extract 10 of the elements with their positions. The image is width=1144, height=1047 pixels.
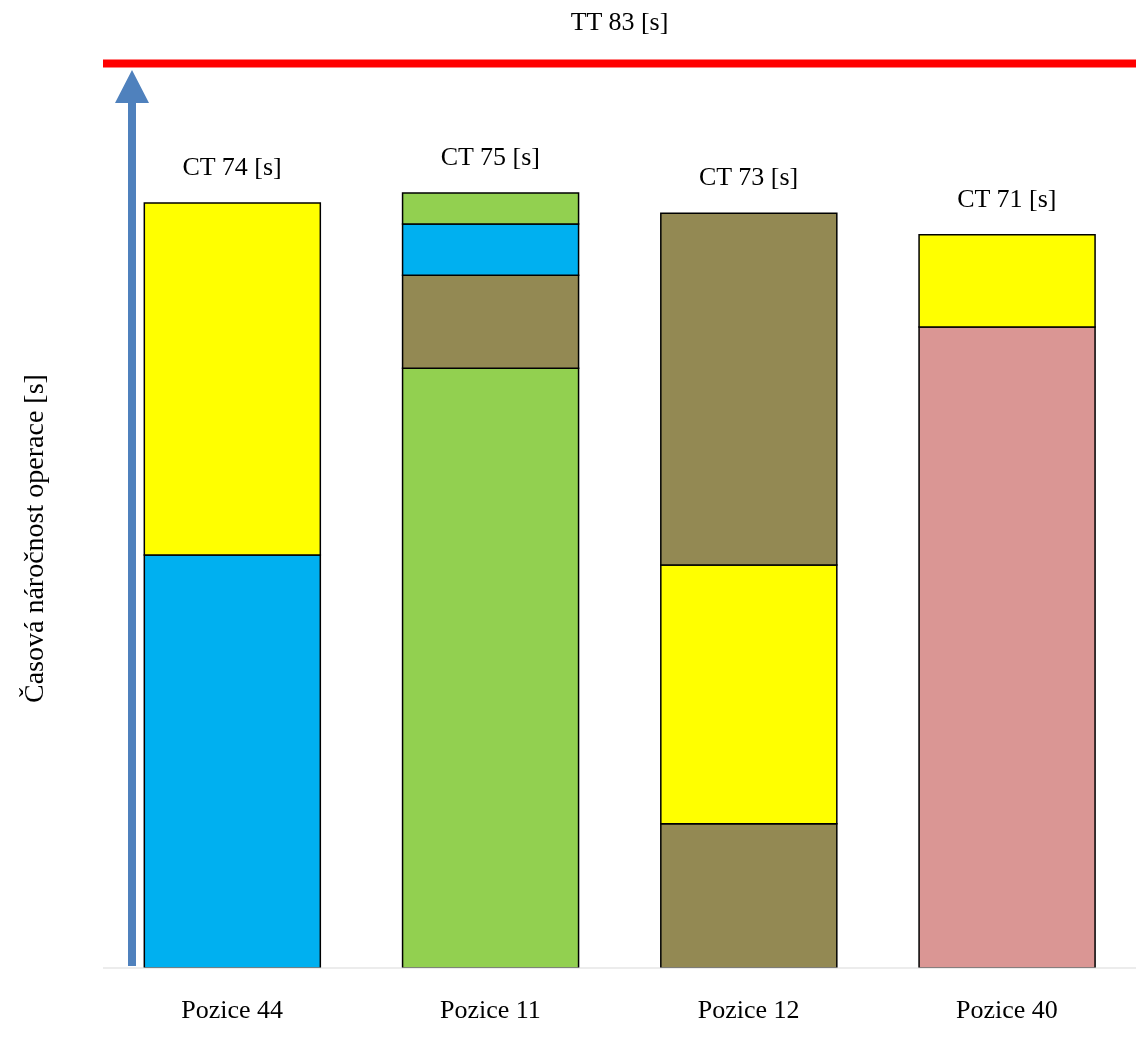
total-label: CT 75 [s] (440, 142, 540, 171)
y-axis-title: Časová náročnost operace [s] (17, 374, 49, 703)
x-tick-label: Pozice 40 (955, 995, 1058, 1025)
x-tick-label: Pozice 11 (439, 995, 541, 1025)
x-tick-label: Pozice 44 (181, 995, 284, 1025)
total-label: CT 73 [s] (699, 162, 799, 192)
ref-line-label: TT 83 [s] (570, 6, 669, 36)
total-label: CT 71 [s] (957, 183, 1057, 213)
total-label: CT 74 [s] (182, 152, 282, 182)
x-tick-label: Pozice 12 (697, 995, 800, 1025)
